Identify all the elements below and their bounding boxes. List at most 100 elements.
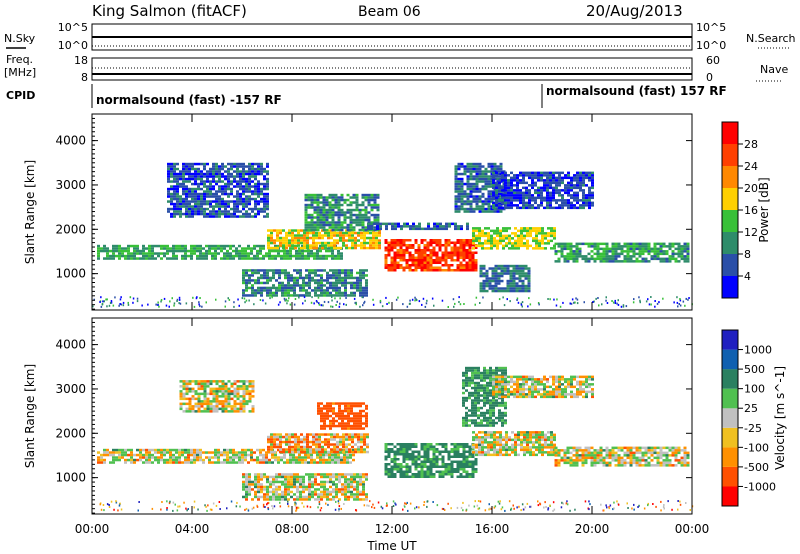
range-cell <box>535 232 538 235</box>
range-cell <box>432 463 436 466</box>
range-cell <box>469 170 473 173</box>
range-cell <box>205 244 208 248</box>
range-cell <box>332 276 335 280</box>
range-cell <box>402 455 406 458</box>
range-cell <box>193 252 196 255</box>
range-cell <box>462 239 466 242</box>
range-cell <box>481 205 485 208</box>
range-cell <box>578 247 582 251</box>
range-cell <box>582 171 585 175</box>
range-cell <box>230 167 233 171</box>
range-cell <box>460 172 464 176</box>
range-cell <box>239 200 242 203</box>
range-cell <box>544 237 547 240</box>
range-cell <box>194 172 197 176</box>
range-cell <box>504 199 507 202</box>
range-cell <box>248 177 251 181</box>
range-cell <box>408 246 412 249</box>
range-cell <box>331 196 335 199</box>
range-cell <box>310 226 314 229</box>
range-cell <box>494 274 498 278</box>
range-cell <box>499 210 503 213</box>
range-cell <box>312 241 315 245</box>
range-cell <box>167 170 170 173</box>
range-cell <box>510 184 513 187</box>
range-cell <box>202 257 205 260</box>
range-cell <box>566 247 570 251</box>
range-cell <box>505 433 508 437</box>
range-cell <box>215 170 218 173</box>
range-cell <box>561 196 564 200</box>
range-cell <box>334 198 338 202</box>
range-cell <box>406 225 409 228</box>
range-cell <box>269 286 272 290</box>
range-cell <box>206 172 209 176</box>
range-cell <box>650 255 654 258</box>
range-cell <box>494 264 498 268</box>
range-cell <box>353 276 356 280</box>
range-cell <box>197 200 200 203</box>
range-cell <box>393 455 397 458</box>
range-cell <box>268 458 271 462</box>
range-cell <box>626 245 630 248</box>
range-cell <box>220 244 223 248</box>
range-cell <box>537 196 540 200</box>
range-cell <box>178 448 181 452</box>
range-cell <box>285 241 288 245</box>
range-cell <box>212 165 215 168</box>
range-cell <box>184 257 187 260</box>
range-cell <box>349 226 353 229</box>
range-cell <box>423 455 427 458</box>
range-cell <box>567 184 570 187</box>
range-cell <box>519 206 522 210</box>
range-cell <box>270 445 273 449</box>
range-cell <box>359 284 362 287</box>
range-cell <box>130 257 133 260</box>
range-cell <box>272 271 275 275</box>
range-cell <box>112 456 115 459</box>
range-cell <box>345 231 348 235</box>
noise-cell <box>679 299 682 302</box>
range-cell <box>330 443 333 446</box>
range-cell <box>369 244 372 247</box>
range-cell <box>236 170 239 173</box>
range-cell <box>298 458 301 462</box>
range-cell <box>251 162 254 166</box>
nsky-label: N.Sky <box>4 32 36 45</box>
range-cell <box>175 448 178 452</box>
range-cell <box>572 257 576 261</box>
range-cell <box>582 189 585 192</box>
range-cell <box>295 244 298 248</box>
range-cell <box>163 252 166 255</box>
range-cell <box>338 276 341 280</box>
range-cell <box>484 431 487 434</box>
range-cell <box>534 184 537 187</box>
range-cell <box>376 227 379 231</box>
range-cell <box>282 244 285 247</box>
range-cell <box>432 453 436 456</box>
range-cell <box>563 247 567 251</box>
range-cell <box>393 475 397 478</box>
range-cell <box>188 175 191 178</box>
range-cell <box>212 210 215 213</box>
range-cell <box>438 470 442 473</box>
range-cell <box>554 242 558 246</box>
range-cell <box>582 179 585 182</box>
range-cell <box>512 277 516 280</box>
range-cell <box>674 260 678 263</box>
range-cell <box>426 256 430 259</box>
range-cell <box>475 239 478 243</box>
range-cell <box>352 208 356 212</box>
range-cell <box>349 216 353 219</box>
noise-cell <box>498 298 501 301</box>
range-cell <box>487 195 491 198</box>
range-cell <box>239 195 242 198</box>
range-cell <box>242 289 245 292</box>
range-cell <box>367 211 371 214</box>
range-cell <box>538 232 541 235</box>
range-cell <box>472 167 476 171</box>
range-cell <box>505 446 508 449</box>
noise-cell <box>361 296 363 299</box>
range-cell <box>405 448 409 451</box>
range-cell <box>176 162 179 166</box>
